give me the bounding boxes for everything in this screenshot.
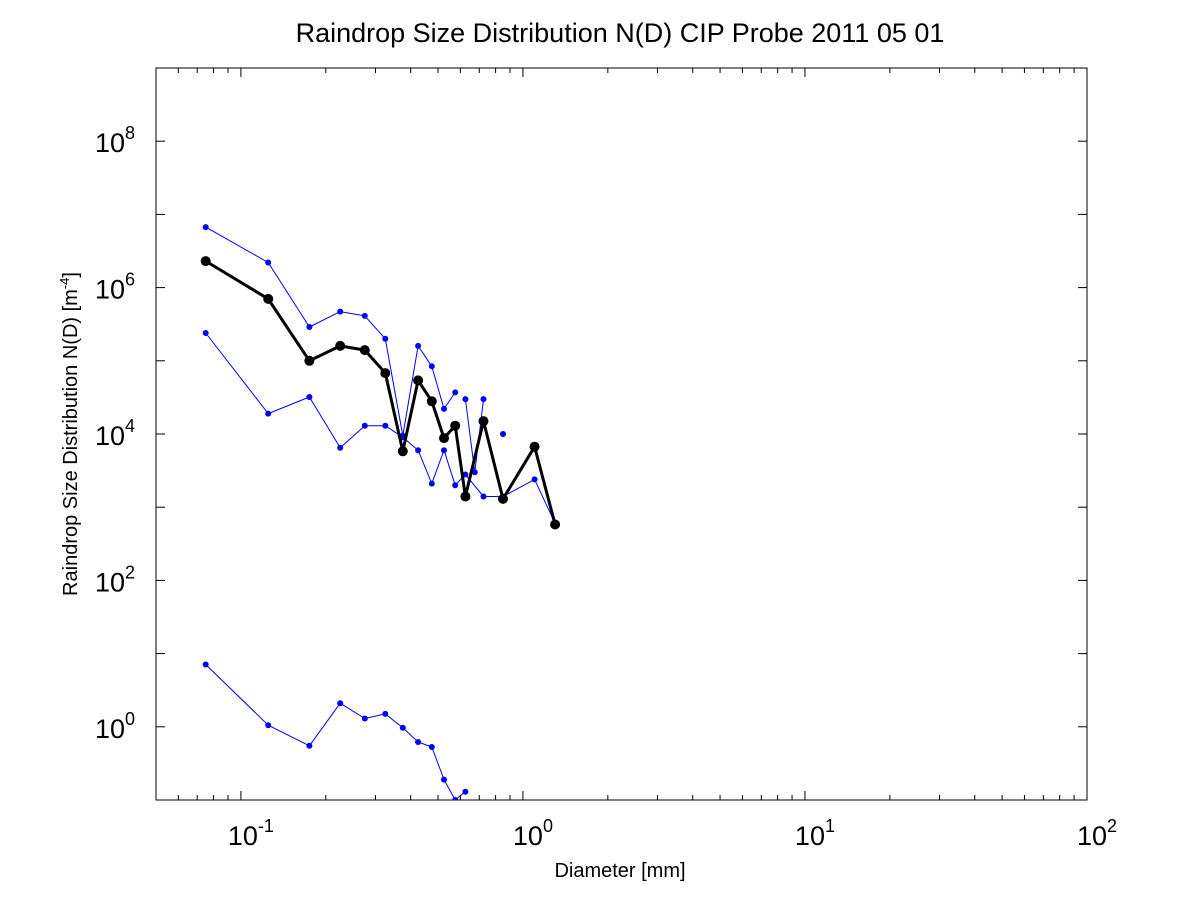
data-point [361,422,368,429]
plot-area [155,67,1088,801]
data-point [480,396,487,403]
data-point [452,797,459,800]
x-tick-label-base: 10 [795,821,825,851]
data-point [441,447,447,454]
x-tick-label-base: 10 [513,821,543,851]
data-point [382,710,389,717]
y-tick-label-exponent: 2 [125,562,135,582]
data-point [450,420,461,431]
data-point [428,744,435,750]
data-point [452,482,459,489]
data-point [460,491,471,502]
y-tick-label-exponent: 6 [125,270,135,290]
data-point [202,661,209,668]
x-tick-label: 100 [513,816,553,851]
data-point [263,293,274,304]
data-point [382,335,389,342]
data-point [428,363,435,370]
data-point [306,394,313,400]
data-point [380,368,391,379]
y-axis-label: Raindrop Size Distribution N(D) [m-4] [57,272,82,596]
series-line [205,664,466,800]
data-point [397,446,408,457]
data-point [399,724,406,731]
data-point [550,519,561,530]
series-4 [200,256,561,530]
data-point [413,375,424,386]
data-point [335,340,346,351]
y-tick-label-exponent: 4 [125,416,135,436]
series-3 [202,661,469,800]
data-point [441,776,447,783]
data-point [462,788,469,795]
series-layer [200,224,561,800]
data-point [337,700,344,707]
data-point [452,389,459,396]
series-line [204,259,557,525]
x-tick-label: 101 [795,816,835,851]
data-point [478,416,489,427]
y-tick-label-base: 10 [95,128,125,158]
x-tick-label-exponent: 1 [825,816,835,836]
x-tick-label-exponent: 0 [543,816,553,836]
chart-title: Raindrop Size Distribution N(D) CIP Prob… [296,18,945,48]
data-point [529,441,540,452]
data-point [304,355,315,366]
data-point [202,224,209,231]
x-tick-label: 102 [1077,816,1117,851]
data-point [462,396,469,403]
data-point [480,493,487,500]
y-tick-label: 108 [95,123,135,158]
data-point [415,739,422,745]
data-point [415,447,422,454]
x-axis-label: Diameter [mm] [554,860,685,882]
data-point [337,444,344,451]
data-point [382,422,389,429]
x-tick-label-base: 10 [228,821,258,851]
x-tick-label-exponent: -1 [258,816,274,836]
y-tick-label-exponent: 8 [125,123,135,143]
y-tick-label-base: 10 [95,421,125,451]
data-point [202,330,209,336]
data-point [415,342,422,349]
x-tick-label-exponent: 2 [1107,816,1117,836]
y-tick-label: 100 [95,709,135,744]
data-point [265,722,272,729]
x-tick-label: 10-1 [228,816,274,851]
data-point [306,742,313,749]
data-point [471,469,478,476]
y-tick-label-exponent: 0 [125,709,135,729]
data-point [265,259,272,266]
data-point [361,312,368,319]
data-point [428,480,435,487]
data-point [439,433,449,444]
data-point [337,308,344,315]
y-axis-label-base: Raindrop Size Distribution N(D) [m [60,289,82,596]
y-axis-label-exponent: -4 [57,278,72,290]
data-point [361,715,368,722]
series-line [205,332,556,524]
x-tick-label-base: 10 [1077,821,1107,851]
y-tick-label-base: 10 [95,714,125,744]
data-point [426,396,437,407]
y-tick-label: 102 [95,562,135,597]
data-point [359,345,370,356]
data-point [306,324,313,330]
y-tick-label-base: 10 [95,275,125,305]
data-point [441,405,447,412]
y-axis-label-end: ] [60,272,82,278]
y-tick-label: 106 [95,270,135,305]
y-tick-label-base: 10 [95,567,125,597]
data-point [200,256,211,267]
y-tick-label: 104 [95,416,135,451]
data-point [500,431,506,437]
data-point [498,493,508,504]
data-point [265,410,272,417]
data-point [531,476,538,483]
